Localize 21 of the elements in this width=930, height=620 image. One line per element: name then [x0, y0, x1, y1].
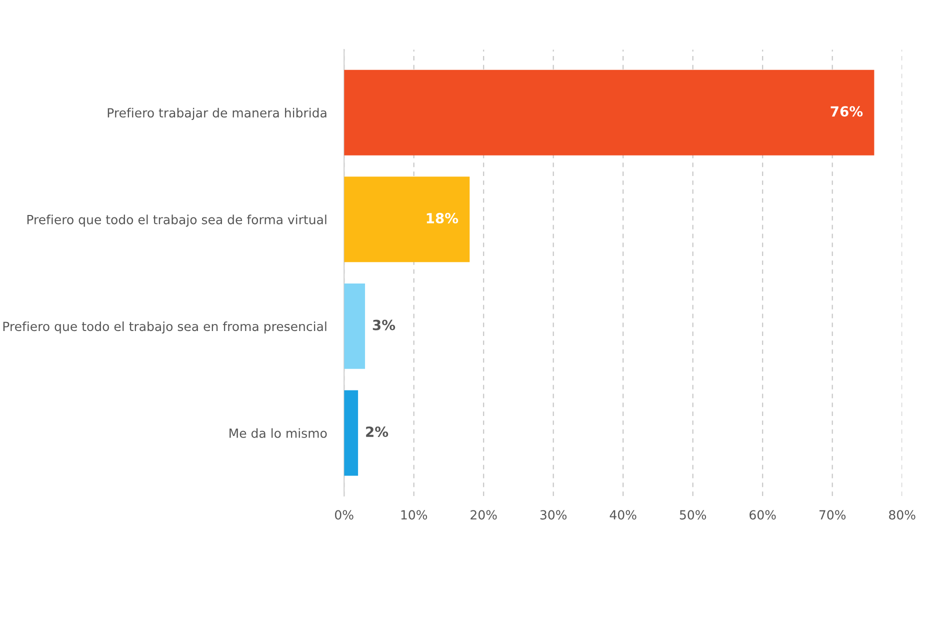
bar: [344, 283, 366, 369]
data-label: 2%: [366, 426, 388, 438]
data-label: 18%: [426, 212, 458, 224]
data-label: 76%: [830, 106, 863, 117]
x-tick-label: 20%: [470, 510, 497, 520]
data-label: 3%: [372, 320, 396, 330]
bar: [344, 176, 470, 262]
bar: [344, 390, 358, 476]
x-tick-label: 70%: [819, 510, 846, 520]
x-tick-label: 80%: [889, 510, 916, 520]
x-tick-label: 50%: [680, 510, 706, 520]
y-tick-label: Prefiero trabajar de manera hibrida: [108, 108, 326, 120]
y-tick-label: Prefiero que todo el trabajo sea de forma virtual: [27, 214, 326, 227]
y-tick-label: Prefiero que todo el trabajo sea en froma presencial: [3, 321, 326, 334]
x-tick-label: 10%: [401, 510, 428, 520]
x-tick-label: 40%: [610, 510, 636, 520]
x-tick-label: 0%: [335, 510, 354, 520]
bar: [344, 70, 874, 156]
y-tick-label: Me da lo mismo: [230, 428, 327, 438]
x-tick-label: 60%: [750, 510, 776, 520]
x-tick-label: 30%: [540, 510, 567, 520]
